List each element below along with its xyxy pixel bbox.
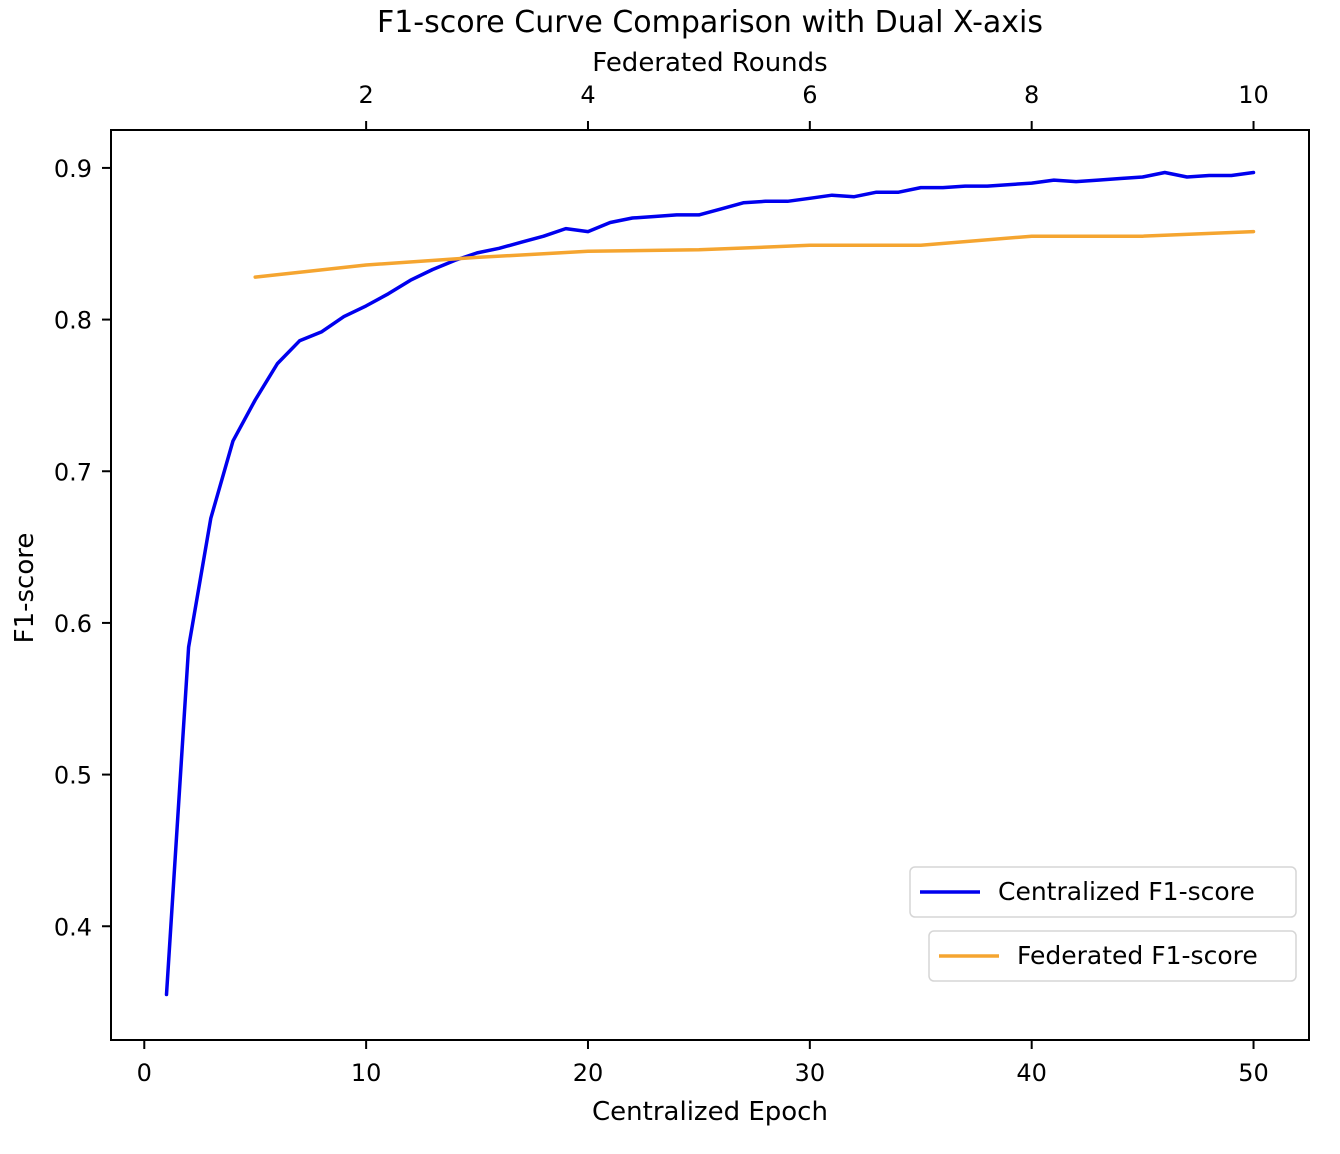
bottom-axis-label: Centralized Epoch — [592, 1097, 828, 1127]
y-axis-label: F1-score — [10, 533, 40, 644]
y-tick-label: 0.7 — [54, 458, 92, 486]
bottom-tick-label: 0 — [137, 1059, 152, 1087]
y-axis-ticks: 0.4 0.5 0.6 0.7 0.8 0.9 — [54, 155, 111, 941]
bottom-tick-label: 10 — [351, 1059, 382, 1087]
legend-box-federated — [928, 930, 1297, 982]
y-tick-label: 0.5 — [54, 762, 92, 790]
y-tick-label: 0.8 — [54, 307, 92, 335]
top-tick-label: 10 — [1238, 81, 1269, 109]
top-tick-label: 4 — [580, 81, 595, 109]
bottom-tick-label: 40 — [1016, 1059, 1047, 1087]
y-tick-label: 0.4 — [54, 913, 92, 941]
y-tick-label: 0.6 — [54, 610, 92, 638]
top-axis-ticks: 2 4 6 8 10 — [358, 81, 1269, 130]
legend-entry-centralized: Centralized F1-score — [909, 866, 1297, 918]
bottom-tick-label: 20 — [573, 1059, 604, 1087]
top-axis-label: Federated Rounds — [592, 48, 827, 78]
bottom-tick-label: 50 — [1238, 1059, 1269, 1087]
top-tick-label: 2 — [358, 81, 373, 109]
legend-label-centralized: Centralized F1-score — [998, 877, 1255, 906]
series-lines — [164, 170, 1256, 997]
legend-label-federated: Federated F1-score — [1017, 941, 1258, 970]
legend-box-centralized — [909, 866, 1297, 918]
bottom-tick-label: 30 — [795, 1059, 826, 1087]
series-line-1 — [253, 229, 1256, 279]
series-line-0 — [164, 170, 1256, 997]
plot-area-frame — [110, 129, 1310, 1041]
legend: Centralized F1-score Federated F1-score — [909, 866, 1297, 982]
bottom-axis-ticks: 0 10 20 30 40 50 — [137, 1040, 1269, 1087]
chart-title: F1-score Curve Comparison with Dual X-ax… — [377, 5, 1043, 40]
legend-entry-federated: Federated F1-score — [928, 930, 1297, 982]
y-tick-label: 0.9 — [54, 155, 92, 183]
top-tick-label: 8 — [1024, 81, 1039, 109]
top-tick-label: 6 — [802, 81, 817, 109]
